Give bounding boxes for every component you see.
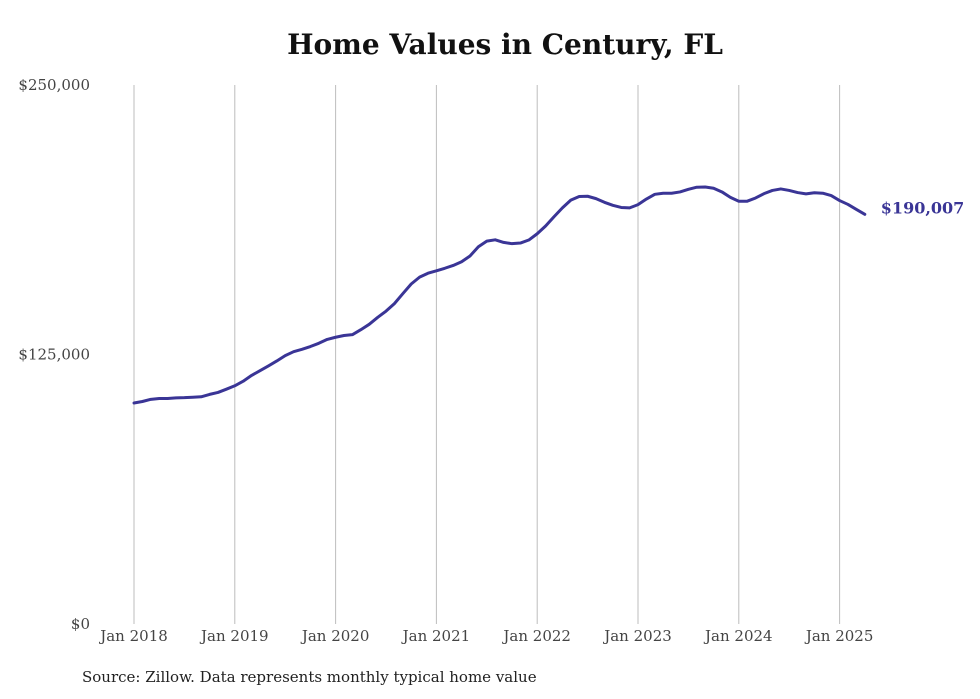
y-tick-label: $250,000 [18, 76, 90, 94]
x-tick-label: Jan 2021 [401, 627, 471, 645]
x-tick-label: Jan 2020 [300, 627, 370, 645]
end-value-label: $190,007 [881, 198, 965, 217]
x-tick-label: Jan 2024 [703, 627, 773, 645]
y-tick-label: $125,000 [18, 346, 90, 364]
x-tick-label: Jan 2023 [602, 627, 672, 645]
y-tick-label: $0 [71, 615, 90, 633]
x-tick-label: Jan 2019 [199, 627, 269, 645]
x-tick-label: Jan 2022 [501, 627, 571, 645]
x-tick-label: Jan 2018 [98, 627, 168, 645]
source-note: Source: Zillow. Data represents monthly … [82, 668, 537, 686]
x-tick-label: Jan 2025 [804, 627, 874, 645]
chart-title: Home Values in Century, FL [287, 28, 723, 61]
home-value-line [132, 185, 867, 405]
